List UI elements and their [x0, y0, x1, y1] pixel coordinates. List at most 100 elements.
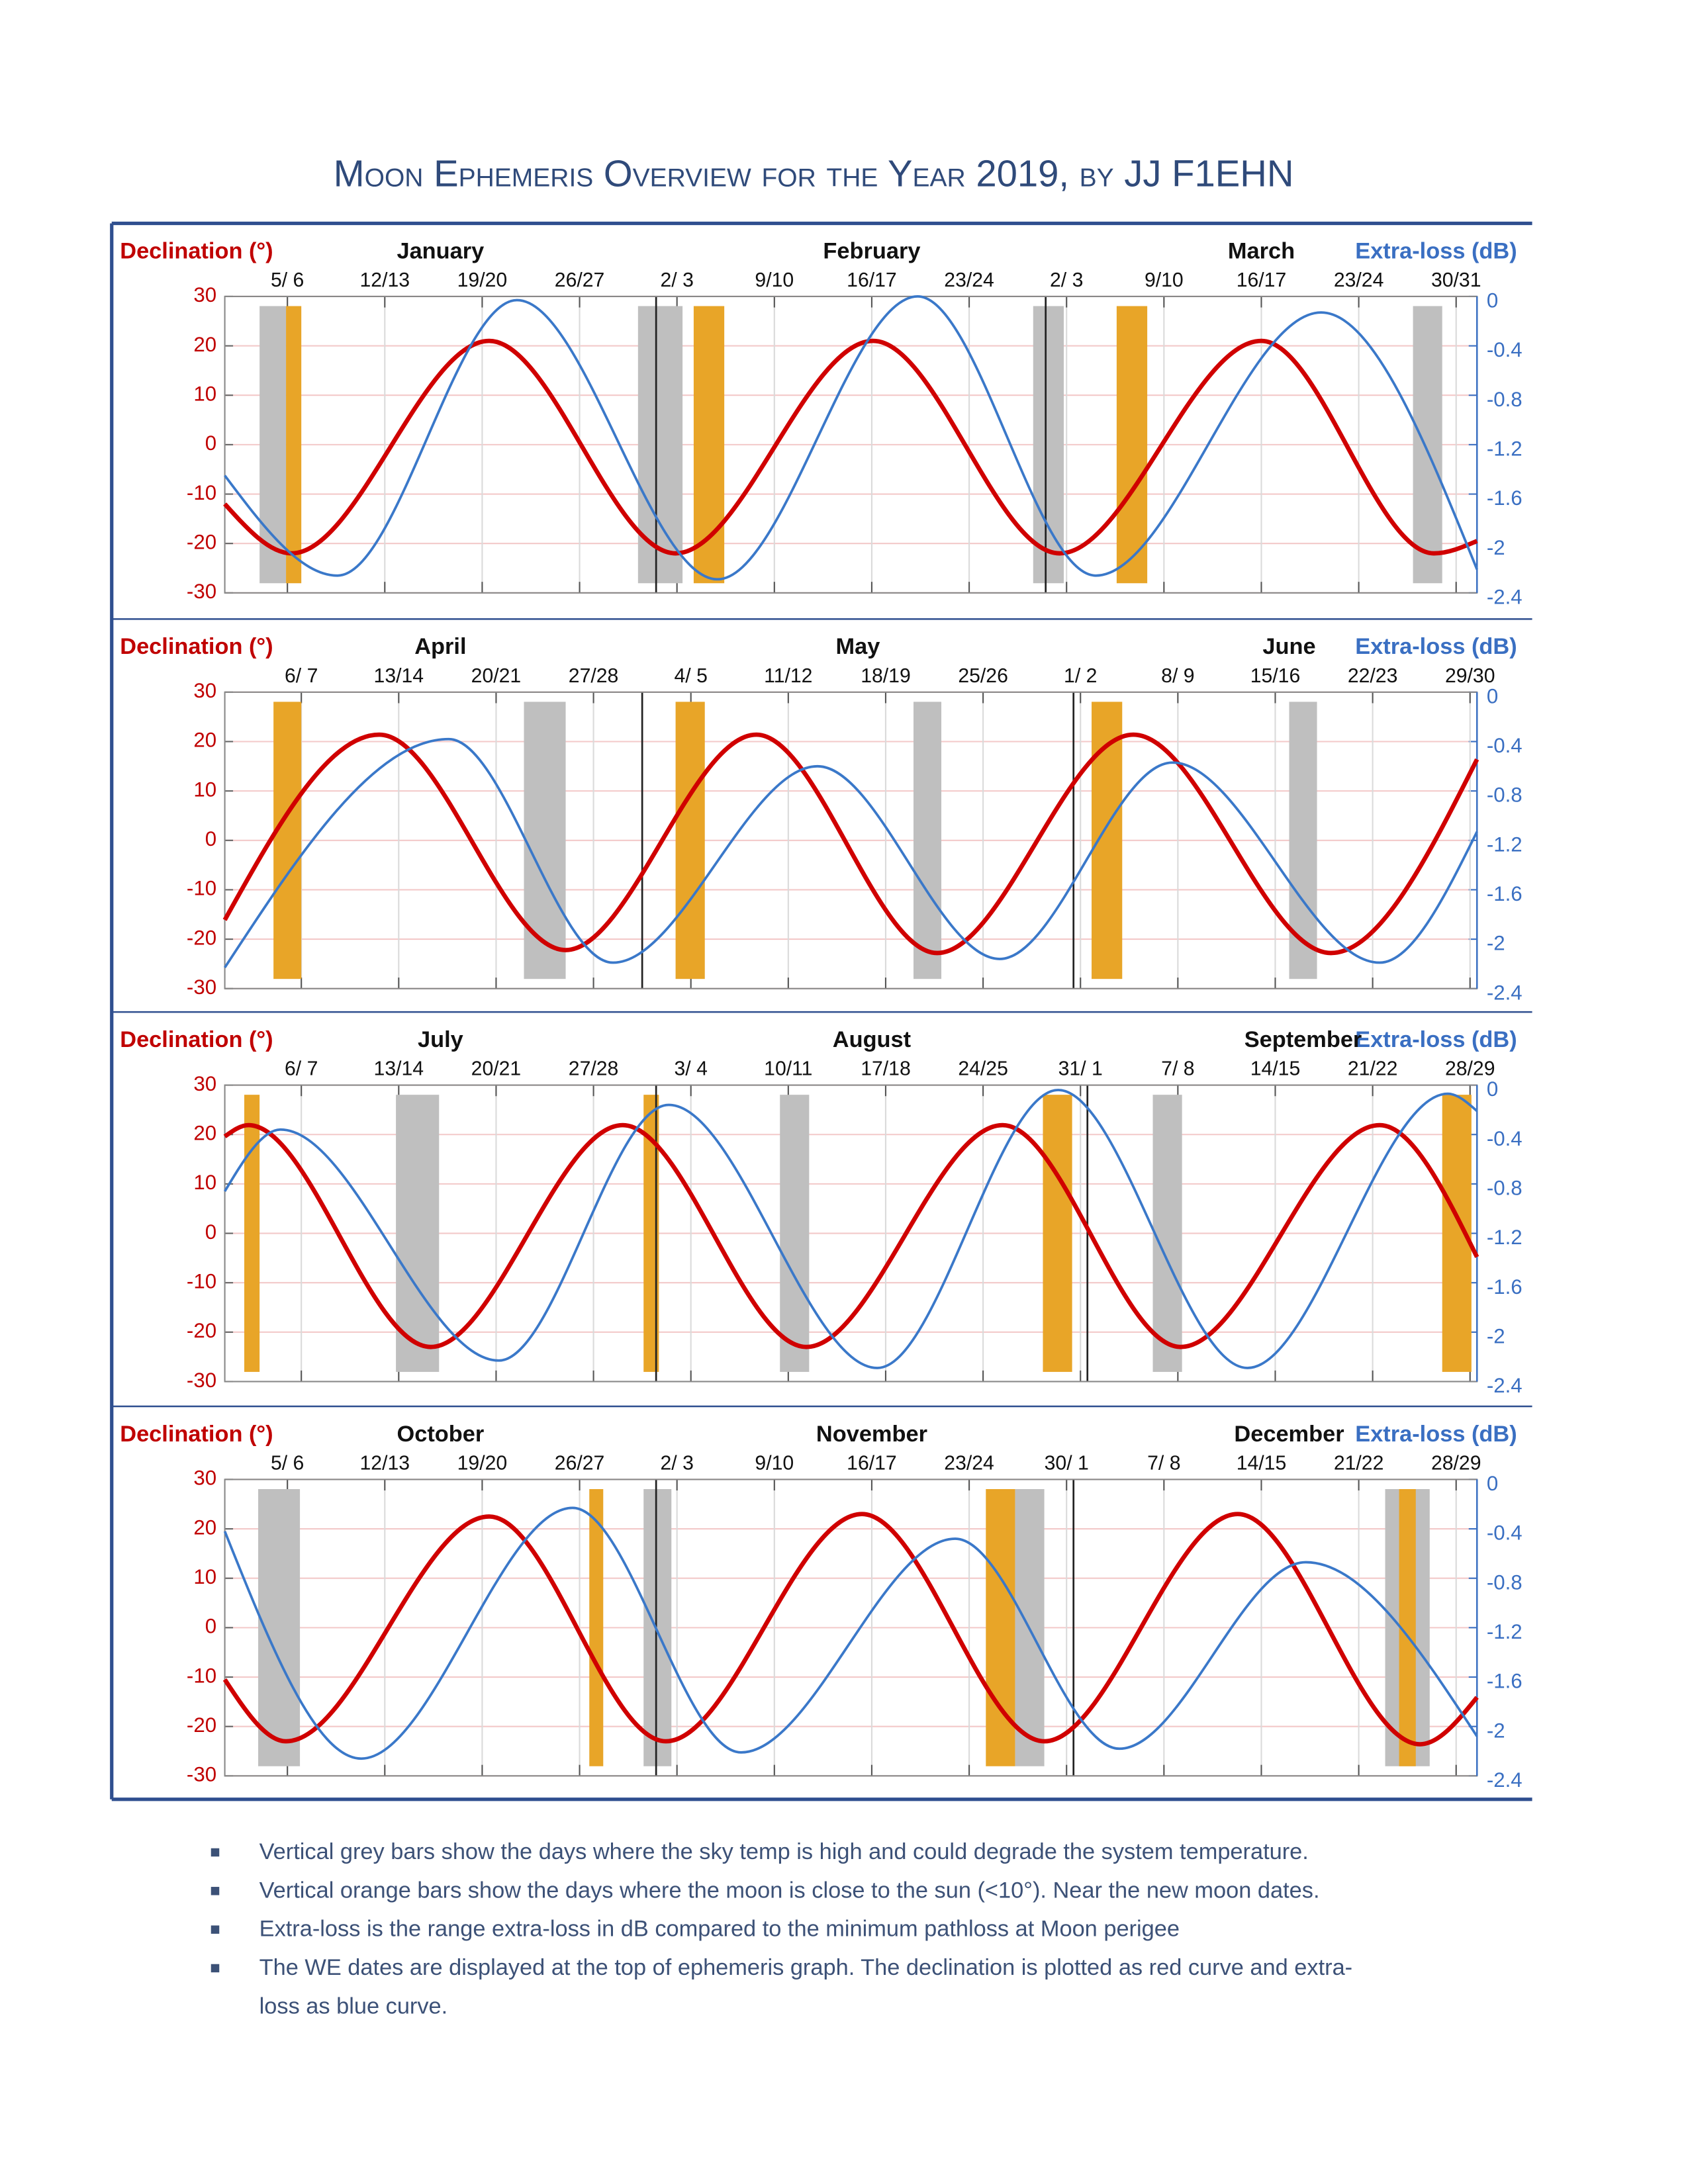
- x-tick-label: 27/28: [569, 665, 619, 687]
- x-tick-label: 4/ 5: [675, 665, 708, 687]
- extra-loss-line: [224, 737, 1478, 969]
- y-tick-label: -20: [187, 926, 216, 949]
- y-axis-label: Declination (°): [120, 1027, 273, 1052]
- range-bar: [524, 702, 566, 979]
- note-text: Extra-loss is the range extra-loss in dB…: [259, 1917, 1180, 1942]
- panel: Declination (°) Extra-loss (dB) 30 20 10 0 -10…: [120, 238, 1522, 608]
- y-tick-label: 30: [193, 1072, 216, 1095]
- bullet: [211, 1887, 220, 1895]
- x-tick-label: 30/31: [1431, 269, 1481, 291]
- y2-tick-label: -2: [1487, 1324, 1505, 1347]
- y-tick-label: 10: [193, 778, 216, 801]
- x-tick-label: 23/24: [1334, 269, 1384, 291]
- x-tick-label: 7/ 8: [1147, 1452, 1180, 1474]
- y2-tick-label: -2.4: [1487, 585, 1523, 608]
- y-tick-label: -10: [187, 877, 216, 900]
- y2-tick-label: 0: [1487, 684, 1498, 707]
- x-tick-label: 15/16: [1250, 665, 1301, 687]
- x-tick-label: 19/20: [457, 269, 508, 291]
- range-bar: [1152, 1095, 1182, 1372]
- x-tick-label: 16/17: [847, 1452, 897, 1474]
- x-tick-label: 1/ 2: [1064, 665, 1097, 687]
- x-tick-label: 3/ 4: [675, 1058, 708, 1080]
- y2-tick-label: -0.8: [1487, 1176, 1523, 1199]
- y-tick-label: 20: [193, 729, 216, 752]
- x-tick-label: 6/ 7: [285, 665, 318, 687]
- declination-line: [223, 1122, 1479, 1349]
- y2-axis-label: Extra-loss (dB): [1355, 238, 1517, 263]
- extra-loss-line: [223, 1089, 1478, 1369]
- frame: [110, 221, 1532, 1801]
- y2-tick-label: -2.4: [1487, 1768, 1523, 1792]
- x-tick-label: 22/23: [1348, 665, 1398, 687]
- month-label: August: [833, 1027, 912, 1052]
- range-bar: [273, 702, 302, 979]
- panel: Declination (°) Extra-loss (dB) 30 20 10 0 -10…: [120, 1422, 1522, 1792]
- x-tick-label: 28/29: [1445, 1058, 1495, 1080]
- month-label: July: [418, 1027, 463, 1052]
- x-tick-label: 26/27: [555, 1452, 605, 1474]
- y2-tick-label: -1.2: [1487, 1620, 1523, 1643]
- y2-tick-label: -1.2: [1487, 1226, 1523, 1249]
- x-tick-label: 25/26: [958, 665, 1008, 687]
- y2-tick-label: -2: [1487, 1719, 1505, 1742]
- y2-tick-label: -2: [1487, 932, 1505, 955]
- range-bar: [286, 306, 302, 584]
- range-bar: [693, 306, 725, 584]
- month-label: February: [823, 238, 920, 263]
- y-tick-label: -20: [187, 1713, 216, 1737]
- y2-tick-label: -0.4: [1487, 1522, 1523, 1545]
- x-tick-label: 31/ 1: [1058, 1058, 1103, 1080]
- y-tick-label: 30: [193, 283, 216, 306]
- x-tick-label: 16/17: [847, 269, 897, 291]
- y2-tick-label: -0.8: [1487, 784, 1523, 807]
- range-bar: [1033, 306, 1064, 584]
- y-tick-label: 0: [205, 827, 216, 850]
- x-tick-label: 24/25: [958, 1058, 1008, 1080]
- month-label: January: [397, 238, 484, 263]
- y2-tick-label: -2.4: [1487, 1374, 1523, 1397]
- month-label: June: [1262, 634, 1315, 659]
- y-tick-label: 0: [205, 1220, 216, 1244]
- y2-tick-label: 0: [1487, 1472, 1498, 1495]
- page-title: Moon Ephemeris Overview for the Year 201…: [334, 153, 1294, 195]
- y-tick-label: -30: [187, 1369, 216, 1392]
- x-tick-label: 23/24: [944, 1452, 994, 1474]
- range-bar: [643, 1095, 659, 1372]
- month-label: March: [1228, 238, 1295, 263]
- x-tick-label: 30/ 1: [1045, 1452, 1089, 1474]
- range-bar: [675, 702, 705, 979]
- x-tick-label: 9/10: [755, 1452, 794, 1474]
- y-tick-label: 10: [193, 1565, 216, 1588]
- y-axis-label: Declination (°): [120, 1422, 273, 1447]
- month-label: September: [1244, 1027, 1362, 1052]
- x-tick-label: 5/ 6: [271, 1452, 304, 1474]
- panel: Declination (°) Extra-loss (dB) 30 20 10 0 -10…: [120, 634, 1522, 1004]
- y-tick-label: -20: [187, 1319, 216, 1342]
- bullet: [211, 1964, 220, 1973]
- month-label: April: [414, 634, 466, 659]
- note-text: Vertical orange bars show the days where…: [259, 1878, 1320, 1903]
- x-tick-label: 29/30: [1445, 665, 1495, 687]
- y2-tick-label: -0.4: [1487, 338, 1523, 361]
- panel: Declination (°) Extra-loss (dB) 30 20 10 0 -10…: [120, 1027, 1522, 1397]
- y2-tick-label: -1.6: [1487, 1670, 1523, 1693]
- x-tick-label: 2/ 3: [661, 1452, 694, 1474]
- x-tick-label: 20/21: [471, 665, 522, 687]
- x-tick-label: 27/28: [569, 1058, 619, 1080]
- y2-tick-label: -1.6: [1487, 1275, 1523, 1298]
- y-tick-label: -10: [187, 1269, 216, 1293]
- x-tick-label: 9/10: [1145, 269, 1184, 291]
- declination-line: [223, 338, 1478, 556]
- x-tick-label: 9/10: [755, 269, 794, 291]
- y2-tick-label: -0.4: [1487, 734, 1523, 757]
- range-bar: [396, 1095, 440, 1372]
- y-tick-label: 20: [193, 333, 216, 356]
- x-tick-label: 13/14: [374, 665, 424, 687]
- range-bar: [637, 306, 683, 584]
- x-tick-label: 18/19: [861, 665, 911, 687]
- x-tick-label: 2/ 3: [1050, 269, 1083, 291]
- y-tick-label: 0: [205, 432, 216, 455]
- y2-tick-label: -2.4: [1487, 981, 1523, 1004]
